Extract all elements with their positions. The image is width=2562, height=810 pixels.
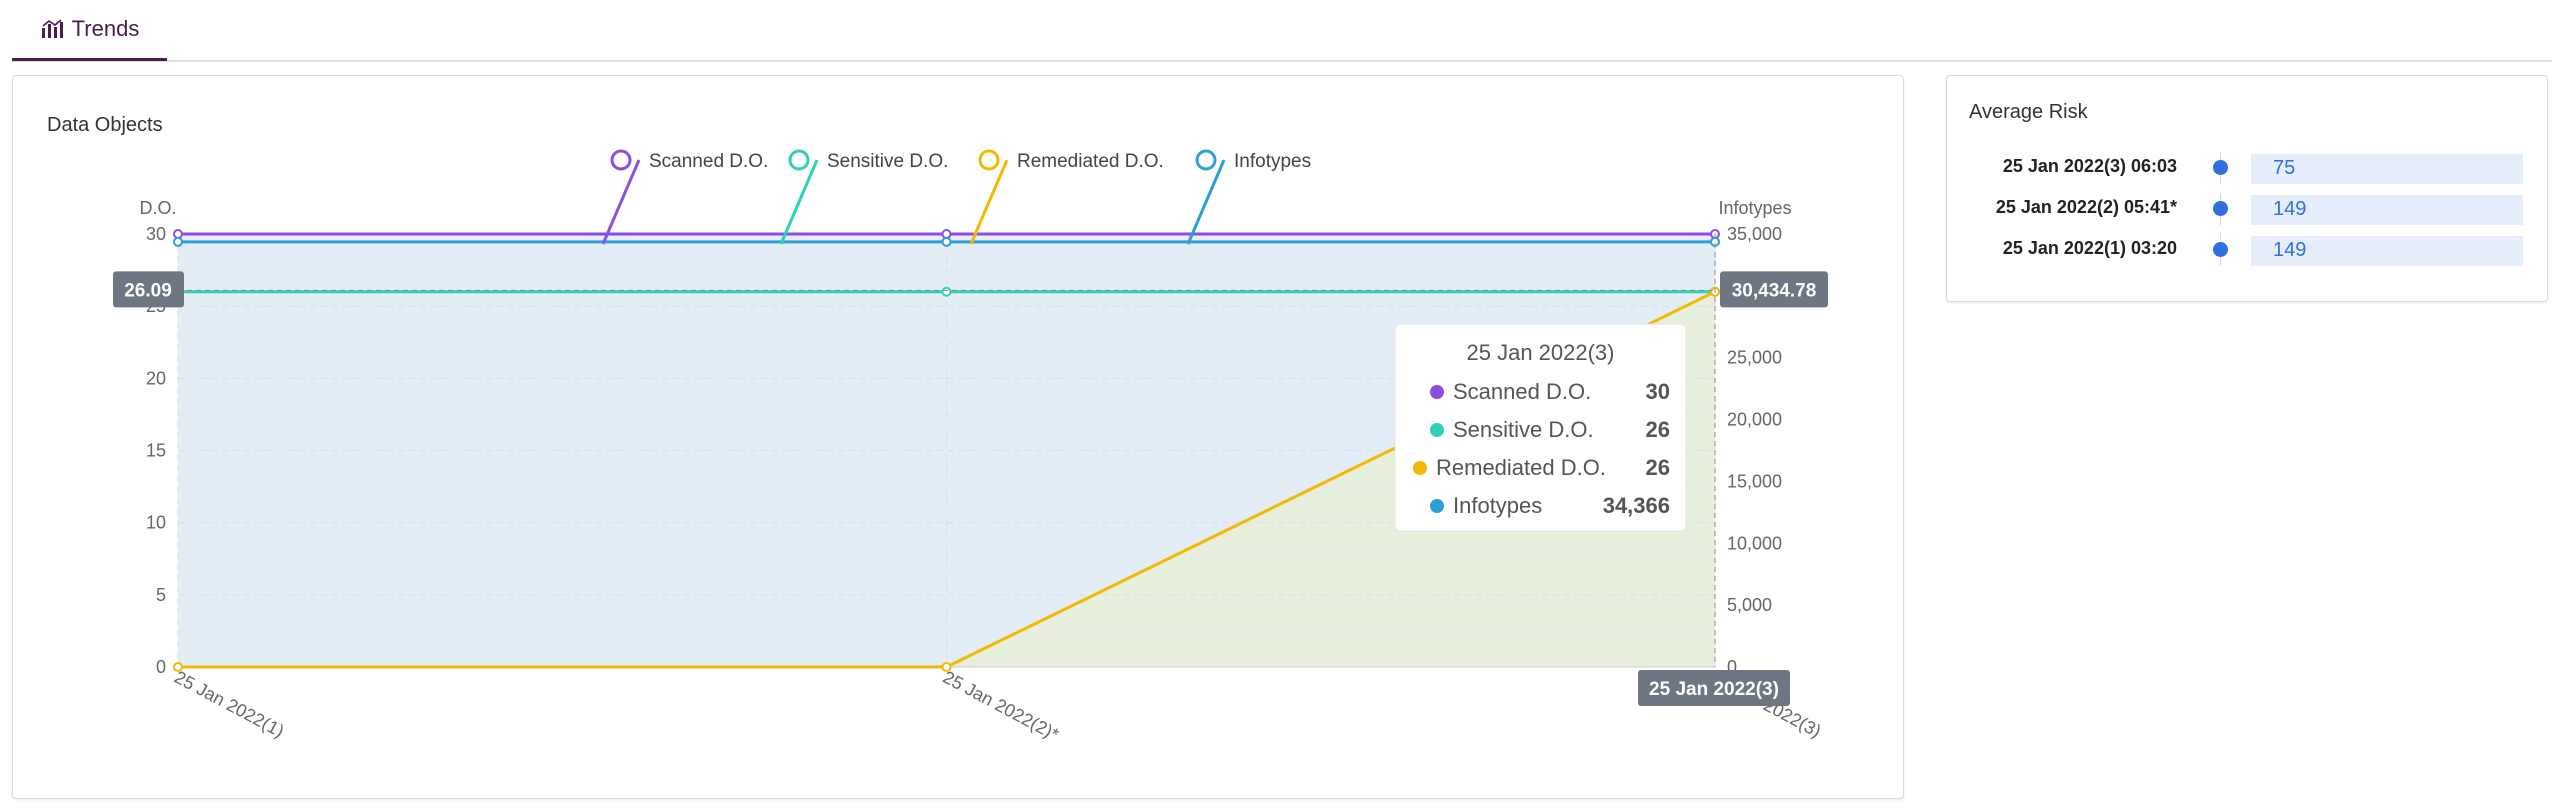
legend-line[interactable] bbox=[779, 159, 819, 245]
y-tick-label: 10 bbox=[146, 513, 166, 533]
risk-row-value: 149 bbox=[2273, 239, 2307, 261]
data-point[interactable] bbox=[173, 229, 183, 239]
risk-row: 25 Jan 2022(3) 06:03 75 bbox=[1947, 152, 2547, 184]
tooltip-dot bbox=[1413, 461, 1427, 475]
tooltip-series-value: 26 bbox=[1646, 417, 1670, 442]
tab-trends-label: Trends bbox=[71, 16, 140, 41]
legend-marker[interactable] bbox=[610, 149, 632, 171]
legend-label[interactable]: Remediated D.O. bbox=[1017, 151, 1164, 172]
y2-tick-label: 5,000 bbox=[1727, 595, 1772, 615]
y-tick-label: 5 bbox=[156, 585, 166, 605]
tooltip-box bbox=[1394, 323, 1687, 532]
y2-tick-label: 0 bbox=[1727, 657, 1737, 677]
y-tick-label: 20 bbox=[146, 368, 166, 388]
tooltip-series-value: 30 bbox=[1646, 379, 1670, 404]
average-risk-card: Average Risk 25 Jan 2022(3) 06:03 75 25 … bbox=[1946, 75, 2548, 302]
data-point[interactable] bbox=[941, 286, 952, 297]
y-tick-label: 0 bbox=[156, 657, 166, 677]
legend-label[interactable]: Sensitive D.O. bbox=[827, 151, 948, 172]
risk-row-value: 75 bbox=[2273, 157, 2296, 179]
y2-tick-label: 35,000 bbox=[1727, 224, 1782, 244]
risk-row-value: 149 bbox=[2273, 198, 2307, 220]
legend-label[interactable]: Scanned D.O. bbox=[649, 151, 768, 172]
tooltip-series-value: 26 bbox=[1646, 455, 1670, 480]
tab-bar: Trends bbox=[12, 0, 2552, 62]
data-objects-chart: 05101520253005,00010,00015,00020,00025,0… bbox=[113, 149, 1828, 745]
axis-pointer-badge bbox=[1720, 271, 1828, 308]
axis-pointer-right-value: 30,434.78 bbox=[1732, 280, 1817, 301]
risk-row: 25 Jan 2022(1) 03:20 149 bbox=[1947, 234, 2547, 266]
legend-marker[interactable] bbox=[788, 149, 810, 171]
risk-timeline-dot[interactable] bbox=[2213, 242, 2228, 257]
tooltip-dot bbox=[1430, 499, 1444, 513]
y2-tick-label: 15,000 bbox=[1727, 471, 1782, 491]
tooltip-series-name: Infotypes bbox=[1453, 493, 1542, 518]
x-tick-label: 25 Jan 2022(1) bbox=[171, 667, 287, 742]
x-tick-label: 25 Jan 2022(2)* bbox=[940, 667, 1062, 745]
tooltip-dot bbox=[1430, 385, 1444, 399]
series-area bbox=[178, 291, 1715, 667]
axis-pointer-badge bbox=[113, 271, 184, 308]
tooltip-series-name: Sensitive D.O. bbox=[1453, 417, 1594, 442]
axis-pointer-left-value: 26.09 bbox=[124, 280, 172, 301]
tooltip-title: 25 Jan 2022(3) bbox=[1467, 340, 1615, 365]
tooltip-dot bbox=[1430, 423, 1444, 437]
legend-label[interactable]: Infotypes bbox=[1234, 151, 1311, 172]
axis-pointer-x-value: 25 Jan 2022(3) bbox=[1649, 679, 1779, 700]
legend-marker[interactable] bbox=[978, 149, 1000, 171]
legend-line[interactable] bbox=[969, 159, 1009, 245]
y-tick-label: 15 bbox=[146, 441, 166, 461]
risk-timeline-dot[interactable] bbox=[2213, 201, 2228, 216]
data-objects-card: Data Objects 05101520253005,00010,00015,… bbox=[12, 75, 1904, 799]
tooltip-series-value: 34,366 bbox=[1603, 493, 1670, 518]
average-risk-title: Average Risk bbox=[1969, 101, 2088, 123]
risk-row-label: 25 Jan 2022(1) 03:20 bbox=[2002, 238, 2177, 258]
data-point[interactable] bbox=[173, 662, 183, 672]
risk-value-bar[interactable]: 149 bbox=[2251, 236, 2523, 266]
data-point[interactable] bbox=[941, 229, 952, 239]
tooltip-series-name: Scanned D.O. bbox=[1453, 379, 1591, 404]
y2-tick-label: 10,000 bbox=[1727, 533, 1782, 553]
chart-bars-icon bbox=[41, 19, 63, 38]
risk-row-label: 25 Jan 2022(3) 06:03 bbox=[2002, 156, 2177, 176]
legend-line[interactable] bbox=[1186, 159, 1226, 245]
data-point[interactable] bbox=[173, 236, 183, 247]
risk-timeline-dot[interactable] bbox=[2213, 160, 2228, 175]
data-objects-title: Data Objects bbox=[47, 114, 163, 136]
axis-pointer-badge bbox=[1638, 670, 1790, 706]
y2-tick-label: 20,000 bbox=[1727, 410, 1782, 430]
y-tick-label: 30 bbox=[146, 224, 166, 244]
risk-value-bar[interactable]: 149 bbox=[2251, 195, 2523, 225]
risk-value-bar[interactable]: 75 bbox=[2251, 154, 2523, 184]
y2-tick-label: 25,000 bbox=[1727, 348, 1782, 368]
y2-axis-title: Infotypes bbox=[1718, 198, 1791, 218]
legend-line[interactable] bbox=[601, 159, 641, 245]
risk-row: 25 Jan 2022(2) 05:41* 149 bbox=[1947, 193, 2547, 225]
tooltip-series-name: Remediated D.O. bbox=[1436, 455, 1606, 480]
tab-trends[interactable]: Trends bbox=[12, 0, 167, 61]
data-point[interactable] bbox=[941, 236, 952, 247]
data-point[interactable] bbox=[941, 662, 952, 672]
risk-row-label: 25 Jan 2022(2) 05:41* bbox=[1995, 197, 2177, 217]
y-axis-title: D.O. bbox=[139, 198, 176, 218]
legend-marker[interactable] bbox=[1195, 149, 1217, 171]
